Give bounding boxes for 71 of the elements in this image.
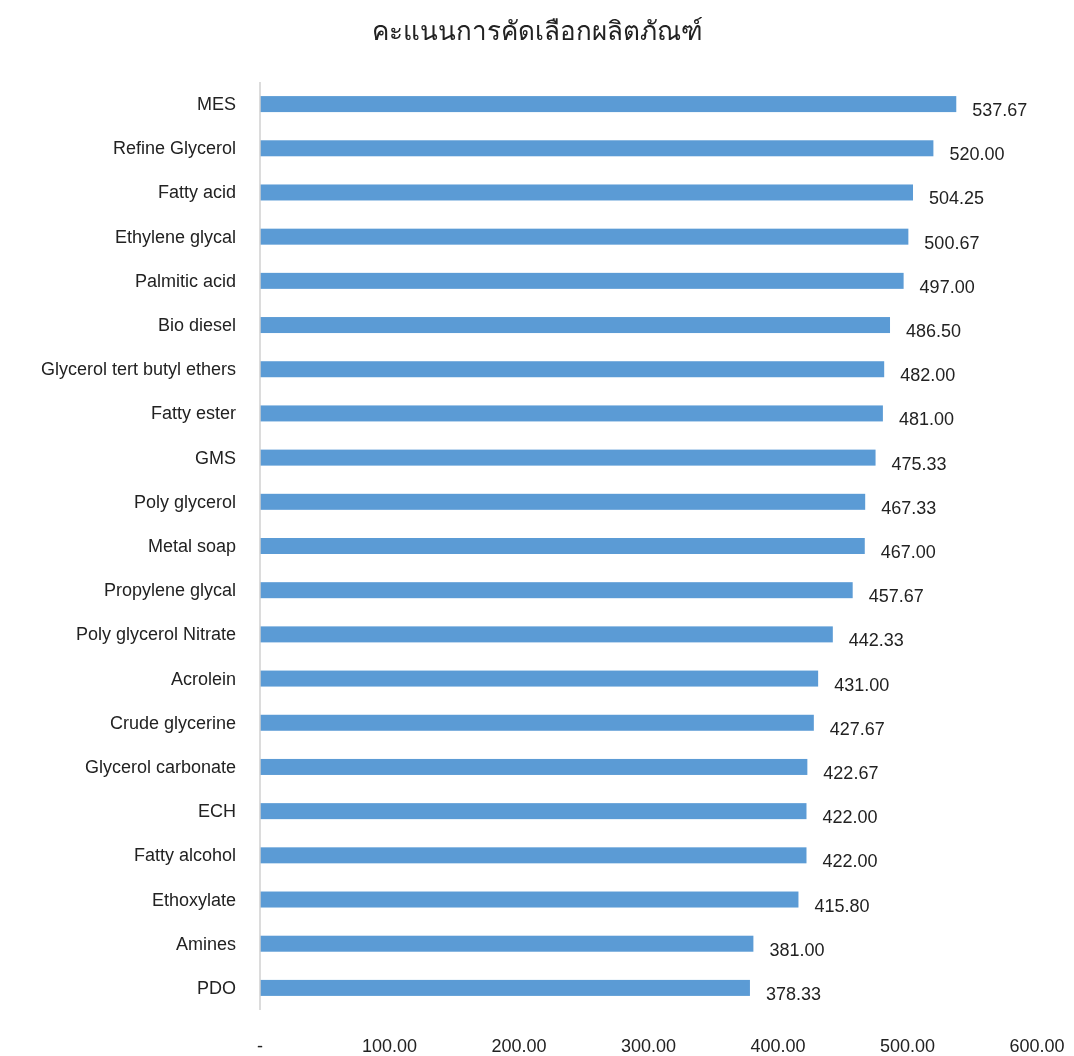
bar (260, 272, 904, 289)
x-tick-label: 400.00 (750, 1036, 806, 1056)
data-label: 381.00 (769, 939, 825, 960)
y-tick-label: Acrolein (170, 668, 236, 689)
chart-title: คะแนนการคัดเลือกผลิตภัณฑ์ (371, 16, 703, 46)
y-tick-label: Palmitic acid (134, 270, 236, 291)
data-label: 475.33 (891, 453, 947, 474)
bar (260, 449, 876, 466)
bar (260, 758, 808, 775)
data-label: 481.00 (898, 409, 954, 430)
y-tick-label: PDO (196, 977, 236, 998)
y-tick-label: GMS (194, 447, 236, 468)
data-label: 504.25 (929, 188, 985, 209)
x-tick-label: 600.00 (1009, 1036, 1065, 1056)
data-label: 422.00 (822, 851, 878, 872)
data-label: 378.33 (765, 983, 821, 1004)
y-tick-label: Poly glycerol (133, 491, 236, 512)
bar (260, 935, 754, 952)
bar (260, 184, 913, 201)
x-tick-label: 200.00 (491, 1036, 547, 1056)
bar (260, 714, 814, 731)
x-tick-label: 300.00 (620, 1036, 677, 1056)
y-tick-label: Amines (175, 933, 236, 954)
y-tick-label: Glycerol tert butyl ethers (40, 359, 236, 380)
y-tick-label: Propylene glycal (103, 580, 236, 601)
bar (260, 228, 909, 245)
y-tick-label: Fatty acid (157, 182, 236, 203)
y-tick-label: ECH (197, 801, 236, 822)
bar (260, 891, 799, 908)
y-tick-label: Fatty ester (150, 403, 236, 424)
y-tick-label: Ethylene glycal (114, 226, 236, 247)
data-label: 486.50 (906, 321, 962, 342)
bar (260, 405, 883, 422)
bar (260, 847, 807, 864)
data-label: 422.67 (823, 762, 879, 783)
data-label: 482.00 (900, 365, 956, 386)
x-tick-label: - (257, 1036, 263, 1056)
y-tick-label: Metal soap (147, 536, 236, 556)
data-label: 442.33 (848, 630, 904, 651)
data-label: 537.67 (972, 100, 1028, 121)
y-tick-label: Ethoxylate (151, 889, 236, 910)
data-label: 500.67 (924, 232, 980, 253)
y-tick-label: MES (196, 94, 236, 115)
bar (260, 979, 750, 996)
y-tick-label: Fatty alcohol (133, 845, 236, 866)
data-label: 415.80 (814, 895, 870, 916)
x-tick-label: 500.00 (879, 1036, 936, 1056)
bar (260, 538, 865, 554)
y-tick-label: Crude glycerine (109, 712, 236, 733)
x-tick-label: 100.00 (361, 1036, 418, 1056)
bar (260, 96, 957, 113)
bar (260, 582, 853, 599)
bar (260, 493, 866, 510)
bar (260, 140, 934, 157)
y-tick-label: Glycerol carbonate (84, 756, 236, 777)
data-label: 497.00 (919, 276, 975, 297)
bar (260, 803, 807, 820)
bar (260, 317, 891, 334)
data-label: 457.67 (868, 586, 924, 607)
bar (260, 626, 833, 643)
bar (260, 361, 885, 378)
bar (260, 670, 819, 687)
data-label: 422.00 (822, 807, 878, 828)
y-tick-label: Bio diesel (157, 315, 236, 336)
data-label: 520.00 (949, 144, 1005, 165)
data-label: 431.00 (834, 674, 890, 695)
data-label: 467.00 (880, 542, 936, 562)
data-label: 427.67 (829, 718, 885, 739)
y-tick-label: Poly glycerol Nitrate (75, 624, 236, 645)
y-tick-label: Refine Glycerol (112, 138, 236, 159)
data-label: 467.33 (881, 497, 937, 518)
